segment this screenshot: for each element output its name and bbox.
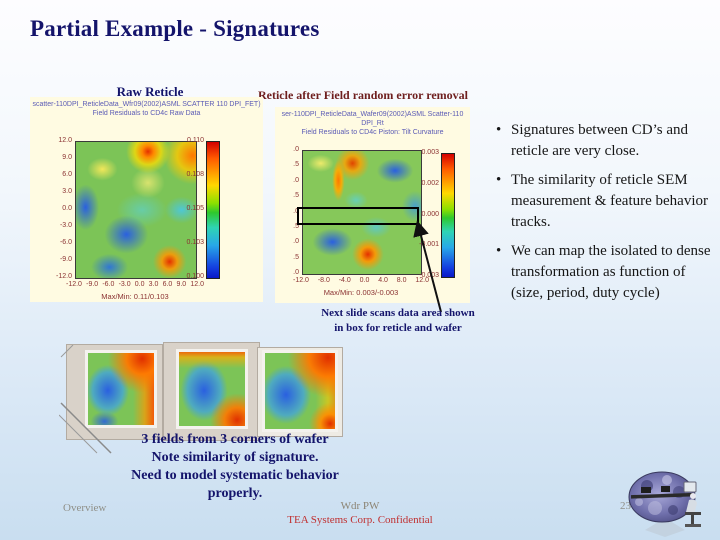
x-tick-label: -12.0: [66, 281, 82, 288]
x-tick-label: -8.0: [317, 277, 330, 284]
right-plot-x-axis: -12.0 -8.0 -4.0 0.0 4.0 8.0 12.0: [293, 277, 429, 284]
field-heatmap-1: [85, 350, 157, 428]
callout-arrow-icon: [413, 220, 442, 313]
x-tick-label: -4.0: [338, 277, 351, 284]
right-plot-y-axis: .0.5.0.5.0.5.0.5.0: [293, 146, 299, 276]
right-plot-subtitle-line2: Field Residuals to CD4c Piston: Tilt Cur…: [301, 129, 444, 136]
x-tick-label: 12.0: [190, 281, 204, 288]
left-plot-heading: Raw Reticle: [116, 84, 184, 99]
next-slide-note: Next slide scans data area shown in box …: [288, 306, 508, 336]
x-tick-label: 4.0: [378, 277, 388, 284]
x-tick-label: 9.0: [176, 281, 187, 288]
left-colorbar-labels: 0.110 0.108 0.105 0.103 0.100: [186, 137, 204, 280]
next-slide-note-line1: Next slide scans data area shown: [321, 307, 475, 319]
right-colorbar-labels: 0.003 0.002 0.000 -0.001 -0.003: [419, 149, 439, 279]
right-plot-maxmin: Max/Min: 0.003/-0.003: [323, 288, 399, 297]
footer-center-label: Wdr PW: [340, 500, 380, 512]
note-line: 3 fields from 3 corners of wafer: [141, 432, 329, 447]
bullet-point: Signatures between CD’s and reticle are …: [494, 120, 720, 162]
wafer-field-tile-2: [163, 342, 260, 441]
right-plot-subtitle: ser-110DPI_ReticleData_Wafer09(2002)ASML…: [275, 110, 470, 137]
right-plot-heading: Reticle after Field random error removal: [257, 88, 469, 102]
right-plot-subtitle-line1: ser-110DPI_ReticleData_Wafer09(2002)ASML…: [281, 111, 464, 127]
field-heatmap-3: [262, 350, 338, 432]
x-tick-label: 8.0: [396, 277, 407, 284]
left-plot-frame: [75, 141, 197, 279]
bullet-point: The similarity of reticle SEM measuremen…: [494, 170, 720, 233]
bottom-note: 3 fields from 3 corners of wafer Note sim…: [85, 431, 385, 503]
x-tick-label: -3.0: [118, 281, 131, 288]
left-plot-x-axis: -12.0 -9.0 -6.0 -3.0 0.0 3.0 6.0 9.0 12.0: [66, 281, 204, 288]
left-plot-subtitle-line2: Field Residuals to CD4c Raw Data: [92, 110, 201, 117]
left-plot-subtitle-line1: scatter-110DPI_ReticleData_Wfr09(2002)AS…: [32, 101, 261, 108]
x-tick-label: -12.0: [293, 277, 309, 284]
note-line: properly.: [207, 486, 263, 501]
wafer-field-tile-1: [59, 344, 163, 454]
note-line: Need to model systematic behavior: [131, 468, 339, 483]
x-tick-label: 0.0: [134, 281, 145, 288]
left-plot-y-axis: 12.0 9.0 6.0 3.0 0.0 -3.0 -6.0 -9.0 -12.0: [56, 137, 72, 280]
left-heatmap: [76, 142, 196, 278]
wafer-field-tile-3: [257, 347, 343, 437]
footer-page-number: 23: [620, 500, 631, 512]
right-plot-frame: [302, 150, 422, 275]
field-heatmap-2: [176, 349, 248, 429]
bullet-point: We can map the isolated to dense transfo…: [494, 241, 720, 304]
note-line: Note similarity of signature.: [151, 450, 319, 465]
scan-area-box: [297, 207, 419, 225]
company-logo-icon: [628, 471, 701, 537]
right-colorbar: [441, 153, 455, 278]
right-heatmap: [303, 151, 421, 274]
bullet-list: Signatures between CD’s and reticle are …: [494, 120, 720, 312]
x-tick-label: 3.0: [148, 281, 159, 288]
footer-section-label: Overview: [63, 502, 107, 514]
x-tick-label: -9.0: [86, 281, 99, 288]
slide-title: Partial Example - Signatures: [30, 16, 320, 41]
x-tick-label: 0.0: [359, 277, 370, 284]
left-plot-subtitle: scatter-110DPI_ReticleData_Wfr09(2002)AS…: [30, 100, 263, 118]
right-plot-panel: ser-110DPI_ReticleData_Wafer09(2002)ASML…: [275, 107, 470, 303]
next-slide-note-line2: in box for reticle and wafer: [334, 322, 462, 334]
x-tick-label: 6.0: [162, 281, 173, 288]
x-tick-label: -6.0: [102, 281, 115, 288]
left-plot-panel: scatter-110DPI_ReticleData_Wfr09(2002)AS…: [30, 97, 263, 302]
x-tick-label: 12.0: [415, 277, 429, 284]
left-plot-maxmin: Max/Min: 0.11/0.103: [101, 292, 169, 301]
footer-confidential-label: TEA Systems Corp. Confidential: [287, 514, 433, 526]
left-colorbar: [206, 141, 220, 279]
